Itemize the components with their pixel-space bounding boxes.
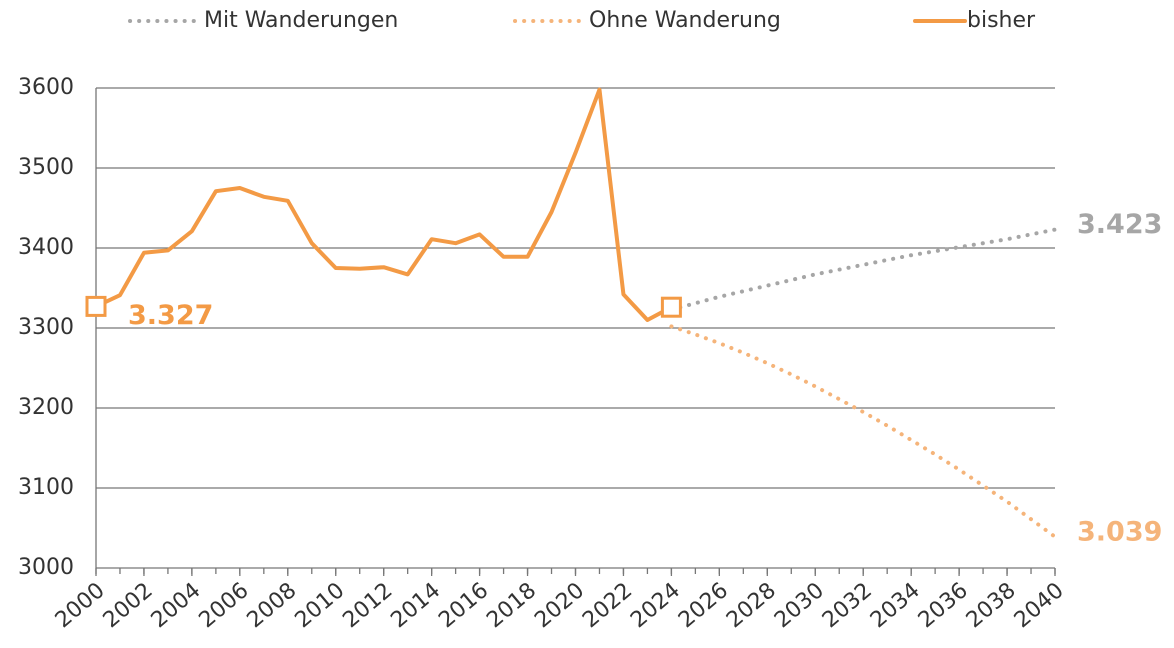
x-tick-label: 2002 <box>99 578 158 633</box>
y-tick-label: 3400 <box>18 235 74 260</box>
x-tick-label: 2028 <box>722 578 781 633</box>
y-tick-label: 3200 <box>18 395 74 420</box>
x-tick-label: 2006 <box>195 578 254 633</box>
x-tick-label: 2032 <box>818 578 877 633</box>
x-tick-label: 2012 <box>338 578 397 633</box>
y-tick-label: 3600 <box>18 75 74 100</box>
legend-label: Ohne Wanderung <box>589 8 781 33</box>
x-tick-label: 2018 <box>482 578 541 633</box>
x-tick-label: 2030 <box>770 578 829 633</box>
x-tick-label: 2036 <box>914 578 973 633</box>
series-line <box>669 227 1057 312</box>
x-tick-label: 2004 <box>147 578 206 633</box>
x-tick-label: 2034 <box>866 578 925 633</box>
x-tick-label: 2040 <box>1010 578 1069 633</box>
data-label: 3.039 <box>1077 516 1162 547</box>
x-tick-label: 2024 <box>626 578 685 633</box>
x-tick-label: 2008 <box>243 578 302 633</box>
y-tick-label: 3000 <box>18 555 74 580</box>
x-tick-label: 2026 <box>674 578 733 633</box>
series-line <box>94 87 674 322</box>
x-tick-label: 2014 <box>386 578 445 633</box>
x-tick-label: 2038 <box>962 578 1021 633</box>
y-tick-label: 3300 <box>18 315 74 340</box>
x-tick-label: 2010 <box>290 578 349 633</box>
x-tick-label: 2022 <box>578 578 637 633</box>
data-label: 3.423 <box>1077 209 1162 240</box>
legend-label: bisher <box>967 8 1036 33</box>
x-tick-label: 2000 <box>51 578 110 633</box>
legend-label: Mit Wanderungen <box>204 8 398 33</box>
series-line <box>669 324 1057 539</box>
x-tick-label: 2016 <box>434 578 493 633</box>
y-tick-label: 3100 <box>18 475 74 500</box>
point-marker <box>660 296 682 318</box>
data-label: 3.327 <box>128 300 213 331</box>
point-marker <box>85 295 107 317</box>
x-tick-label: 2020 <box>530 578 589 633</box>
y-tick-label: 3500 <box>18 155 74 180</box>
